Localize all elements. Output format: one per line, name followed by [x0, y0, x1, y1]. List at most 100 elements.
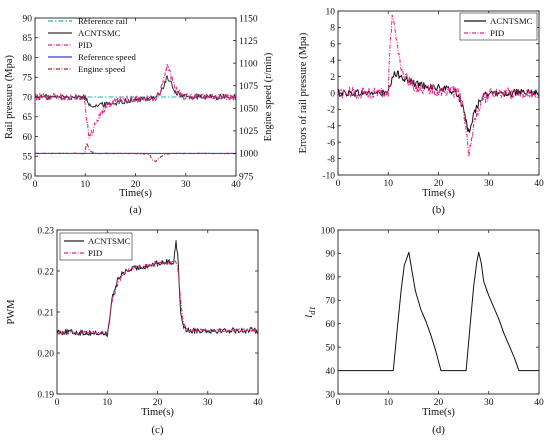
panel-b-caption: (b) — [432, 204, 445, 216]
panel-d: 0 10 20 30 40 30 40 50 60 70 80 90 100 Time(s) ld1 (… — [304, 226, 544, 436]
panel-a-ticks: 0 10 20 30 40 50 55 60 65 70 75 80 85 90 975 1000 1025 10… — [23, 14, 259, 190]
panel-c-y-tick-label: 0.21 — [37, 308, 54, 318]
panel-b-x-tick-label: 30 — [484, 179, 494, 189]
panel-a-y2-tick-label: 1025 — [239, 127, 258, 137]
legend-label-acntsmc: ACNTSMC — [490, 16, 533, 26]
panel-d-plot-frame — [337, 229, 540, 395]
panel-c-x-tick-label: 10 — [103, 398, 113, 408]
panel-d-caption: (d) — [432, 424, 445, 436]
panel-b-y-tick-label: -6 — [327, 139, 335, 149]
panel-a-x-tick-label: 10 — [81, 180, 91, 190]
panel-b-legend: ACNTSMC PID — [459, 12, 538, 41]
panel-a-y2-tick-label: 1075 — [239, 82, 258, 92]
panel-a-y-tick-label: 90 — [23, 14, 33, 24]
panel-d-x-tick-label: 40 — [534, 398, 544, 408]
panel-c-series-acntsmc — [57, 240, 258, 338]
panel-b-x-tick-label: 10 — [384, 179, 394, 189]
panel-a-y-tick-label: 50 — [23, 172, 33, 182]
panel-c-x-tick-label: 20 — [153, 398, 163, 408]
legend-label-pid: PID — [490, 28, 504, 38]
panel-b-y-tick-label: -2 — [327, 106, 335, 116]
legend-label-pid: PID — [78, 40, 92, 50]
legend-label-reference-speed: Reference speed — [78, 52, 136, 62]
panel-d-x-axis-label: Time(s) — [422, 407, 455, 418]
panel-a-x-tick-label: 30 — [181, 180, 191, 190]
panel-b-y-tick-label: 10 — [326, 7, 336, 17]
panel-a-y-tick-label: 70 — [23, 93, 33, 103]
panel-a-series — [35, 63, 236, 163]
panel-a-series-acntsmc — [35, 75, 236, 108]
panel-b-y-tick-label: -8 — [327, 155, 335, 165]
panel-d-series — [338, 251, 539, 372]
panel-b-series-pid — [338, 14, 539, 158]
panel-d-x-tick-label: 20 — [434, 398, 444, 408]
panel-a-x-tick-label: 40 — [231, 180, 241, 190]
panel-d-x-tick-label: 0 — [336, 398, 341, 408]
panel-b-y-tick-label: -10 — [322, 171, 335, 181]
panel-d-y-tick-label: 40 — [326, 367, 336, 377]
panel-d-x-tick-label: 30 — [484, 398, 494, 408]
panel-a-y-tick-label: 65 — [23, 113, 33, 123]
panel-b-x-tick-label: 0 — [336, 179, 341, 189]
panel-b-y-tick-label: 0 — [330, 89, 335, 99]
panel-c-x-tick-label: 30 — [203, 398, 213, 408]
panel-b-y-tick-label: 2 — [330, 73, 335, 83]
legend-label-acntsmc: ACNTSMC — [78, 28, 121, 38]
panel-b-y-tick-label: -4 — [327, 122, 335, 132]
panel-a-series-pid — [35, 63, 236, 139]
legend-label-engine-speed: Engine speed — [78, 64, 126, 74]
panel-a: 0 10 20 30 40 50 55 60 65 70 75 80 85 90 975 1000 1025 10… — [4, 14, 274, 216]
panel-a-y-axis-label: Rail pressure (Mpa) — [4, 55, 15, 139]
legend-label-reference-rail: Reference rail — [78, 16, 128, 26]
panel-c-y-axis-label: PWM — [6, 299, 17, 325]
panel-a-y2-tick-label: 1125 — [239, 37, 258, 47]
legend-label-acntsmc: ACNTSMC — [88, 236, 131, 246]
panel-a-x-tick-label: 20 — [131, 180, 141, 190]
panel-b-series — [338, 14, 539, 158]
panel-b-legend-box — [459, 12, 538, 41]
panel-c-y-tick-label: 0.19 — [37, 390, 54, 400]
panel-c-series — [57, 240, 258, 338]
panel-a-y2-tick-label: 1150 — [239, 14, 258, 24]
panel-b-y-tick-label: 8 — [330, 24, 335, 34]
panel-a-caption: (a) — [129, 204, 142, 216]
panel-a-y2-tick-label: 975 — [239, 172, 254, 182]
panel-b-x-tick-label: 20 — [434, 179, 444, 189]
panel-c-x-tick-label: 0 — [55, 398, 60, 408]
panel-d-x-tick-label: 10 — [384, 398, 394, 408]
panel-a-y-tick-label: 55 — [23, 153, 33, 163]
panel-d-y-tick-label: 90 — [326, 250, 336, 260]
panel-c-y-tick-label: 0.22 — [37, 267, 54, 277]
panel-b-x-axis-label: Time(s) — [422, 188, 455, 199]
panel-c-x-axis-label: Time(s) — [141, 407, 174, 418]
panel-a-x-tick-label: 0 — [33, 180, 38, 190]
panel-a-y2-tick-label: 1100 — [239, 59, 258, 69]
panel-c-x-tick-label: 40 — [253, 398, 263, 408]
panel-c-caption: (c) — [151, 424, 164, 436]
panel-d-ticks: 0 10 20 30 40 30 40 50 60 70 80 90 100 — [321, 226, 544, 408]
panel-c-series-pid — [57, 260, 258, 335]
panel-c-legend-box — [59, 232, 133, 261]
panel-c-ticks: 0 10 20 30 40 0.19 0.20 0.21 0.22 0.23 — [37, 226, 263, 408]
panel-a-y-tick-label: 85 — [23, 34, 33, 44]
panel-d-y-axis-label-main: l — [304, 315, 315, 318]
panel-c-y-tick-label: 0.20 — [37, 349, 54, 359]
panel-a-y2-tick-label: 1050 — [239, 105, 258, 115]
panel-d-y-tick-label: 100 — [321, 226, 336, 236]
panel-b-ticks: 0 10 20 30 40 -10 -8 -6 -4 -2 0 2 4 6 8 10 — [322, 7, 544, 189]
panel-d-y-tick-label: 50 — [326, 343, 336, 353]
panel-a-legend: Reference rail ACNTSMC PID Reference spe… — [48, 16, 136, 74]
panel-d-y-tick-label: 80 — [326, 273, 336, 283]
panel-a-x-axis-label: Time(s) — [119, 188, 152, 199]
panel-d-y-tick-label: 70 — [326, 297, 336, 307]
panel-a-series-engine-speed — [35, 142, 236, 163]
panel-c-y-tick-label: 0.23 — [37, 226, 54, 236]
panel-d-y-axis-label: ld1 — [304, 306, 317, 317]
panel-a-y2-tick-label: 1000 — [239, 150, 258, 160]
panel-b: 0 10 20 30 40 -10 -8 -6 -4 -2 0 2 4 6 8 10 Time(s) Erro… — [298, 7, 544, 216]
panel-b-y-tick-label: 6 — [330, 40, 335, 50]
panel-d-y-tick-label: 60 — [326, 320, 336, 330]
panel-a-y-tick-label: 60 — [23, 133, 33, 143]
panel-a-y2-axis-label: Engine speed (r/min) — [263, 52, 274, 141]
